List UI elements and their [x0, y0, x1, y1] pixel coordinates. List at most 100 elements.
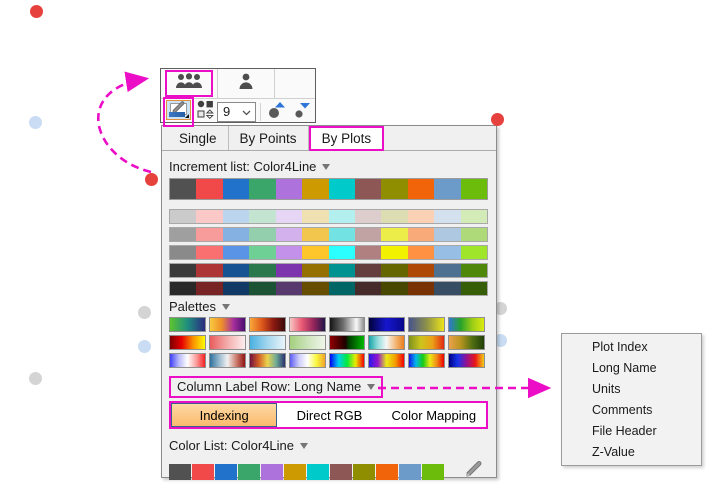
color-swatch[interactable]	[354, 246, 382, 259]
color-swatch[interactable]	[222, 246, 250, 259]
color-swatch[interactable]	[208, 317, 246, 332]
dropdown-arrow-icon[interactable]	[367, 384, 376, 394]
dropdown-arrow-icon[interactable]	[221, 304, 230, 314]
dropdown-arrow-icon[interactable]	[300, 443, 309, 453]
symbol-type-icon[interactable]	[197, 100, 214, 124]
color-swatch[interactable]	[222, 210, 250, 223]
color-swatch[interactable]	[368, 335, 406, 350]
color-swatch[interactable]	[302, 179, 329, 199]
color-swatch[interactable]	[196, 210, 223, 223]
color-swatch[interactable]	[249, 282, 276, 295]
color-swatch[interactable]	[307, 464, 329, 480]
color-swatch[interactable]	[302, 282, 329, 295]
color-swatch[interactable]	[354, 179, 382, 199]
color-swatch[interactable]	[354, 264, 382, 277]
color-swatch[interactable]	[407, 264, 435, 277]
indexing-button[interactable]: Indexing	[171, 403, 278, 427]
color-swatch[interactable]	[434, 282, 461, 295]
tab-by-plots[interactable]: By Plots	[308, 126, 385, 151]
color-swatch[interactable]	[222, 179, 250, 199]
toolbar-tab-single-plot[interactable]	[218, 69, 275, 98]
color-swatch[interactable]	[196, 179, 223, 199]
color-swatch[interactable]	[288, 353, 326, 368]
color-swatch[interactable]	[170, 179, 197, 199]
color-swatch[interactable]	[354, 210, 382, 223]
color-swatch[interactable]	[381, 282, 408, 295]
color-swatch[interactable]	[460, 210, 488, 223]
increase-size-button[interactable]	[267, 101, 287, 122]
color-swatch[interactable]	[169, 335, 206, 350]
color-swatch[interactable]	[275, 246, 303, 259]
color-swatch[interactable]	[354, 282, 382, 295]
dropdown-arrow-icon[interactable]	[322, 164, 331, 174]
color-swatch[interactable]	[328, 210, 355, 223]
color-swatch[interactable]	[448, 353, 485, 368]
color-swatch[interactable]	[249, 246, 276, 259]
color-swatch[interactable]	[215, 464, 237, 480]
color-swatch[interactable]	[460, 179, 488, 199]
menu-item-units[interactable]: Units	[592, 382, 621, 396]
color-swatch[interactable]	[170, 210, 197, 223]
color-swatch[interactable]	[249, 210, 276, 223]
color-swatch[interactable]	[170, 246, 197, 259]
color-swatch[interactable]	[434, 179, 461, 199]
color-swatch[interactable]	[407, 246, 435, 259]
color-swatch[interactable]	[302, 264, 329, 277]
color-swatch[interactable]	[275, 264, 303, 277]
color-swatch[interactable]	[381, 264, 408, 277]
color-swatch[interactable]	[328, 353, 366, 368]
color-swatch[interactable]	[448, 317, 485, 332]
color-swatch[interactable]	[196, 282, 223, 295]
color-swatch[interactable]	[222, 282, 250, 295]
color-swatch[interactable]	[170, 264, 197, 277]
color-swatch[interactable]	[460, 228, 488, 241]
color-swatch[interactable]	[302, 210, 329, 223]
color-swatch[interactable]	[407, 210, 435, 223]
color-swatch[interactable]	[169, 317, 206, 332]
decrease-size-button[interactable]	[291, 101, 311, 122]
color-swatch[interactable]	[196, 228, 223, 241]
color-swatch[interactable]	[222, 228, 250, 241]
color-swatch[interactable]	[407, 282, 435, 295]
color-swatch[interactable]	[422, 464, 444, 480]
color-swatch[interactable]	[275, 282, 303, 295]
color-swatch[interactable]	[196, 246, 223, 259]
color-swatch[interactable]	[248, 317, 286, 332]
menu-item-plot-index[interactable]: Plot Index	[592, 340, 648, 354]
color-swatch[interactable]	[248, 353, 286, 368]
color-swatch[interactable]	[408, 353, 446, 368]
color-swatch[interactable]	[288, 317, 326, 332]
color-swatch[interactable]	[328, 282, 355, 295]
color-swatch[interactable]	[169, 353, 206, 368]
color-swatch[interactable]	[408, 335, 446, 350]
color-swatch[interactable]	[434, 210, 461, 223]
color-swatch[interactable]	[381, 228, 408, 241]
edit-color-button[interactable]	[166, 99, 191, 120]
color-swatch[interactable]	[328, 246, 355, 259]
color-swatch[interactable]	[448, 335, 485, 350]
color-swatch[interactable]	[460, 282, 488, 295]
color-swatch[interactable]	[275, 228, 303, 241]
color-swatch[interactable]	[407, 179, 435, 199]
color-swatch[interactable]	[354, 228, 382, 241]
color-swatch[interactable]	[208, 353, 246, 368]
color-swatch[interactable]	[399, 464, 421, 480]
color-swatch[interactable]	[169, 464, 191, 480]
color-swatch[interactable]	[328, 264, 355, 277]
color-swatch[interactable]	[353, 464, 375, 480]
menu-item-file-header[interactable]: File Header	[592, 424, 657, 438]
color-swatch[interactable]	[275, 179, 303, 199]
color-swatch[interactable]	[434, 228, 461, 241]
color-swatch[interactable]	[249, 179, 276, 199]
color-swatch[interactable]	[192, 464, 214, 480]
color-swatch[interactable]	[368, 353, 406, 368]
color-swatch[interactable]	[328, 317, 366, 332]
color-mapping-button[interactable]: Color Mapping	[381, 403, 486, 427]
toolbar-tab-all-plots[interactable]	[161, 69, 218, 98]
color-swatch[interactable]	[208, 335, 246, 350]
color-swatch[interactable]	[196, 264, 223, 277]
color-swatch[interactable]	[381, 246, 408, 259]
direct-rgb-button[interactable]: Direct RGB	[277, 403, 382, 427]
color-swatch[interactable]	[170, 228, 197, 241]
color-swatch[interactable]	[330, 464, 352, 480]
